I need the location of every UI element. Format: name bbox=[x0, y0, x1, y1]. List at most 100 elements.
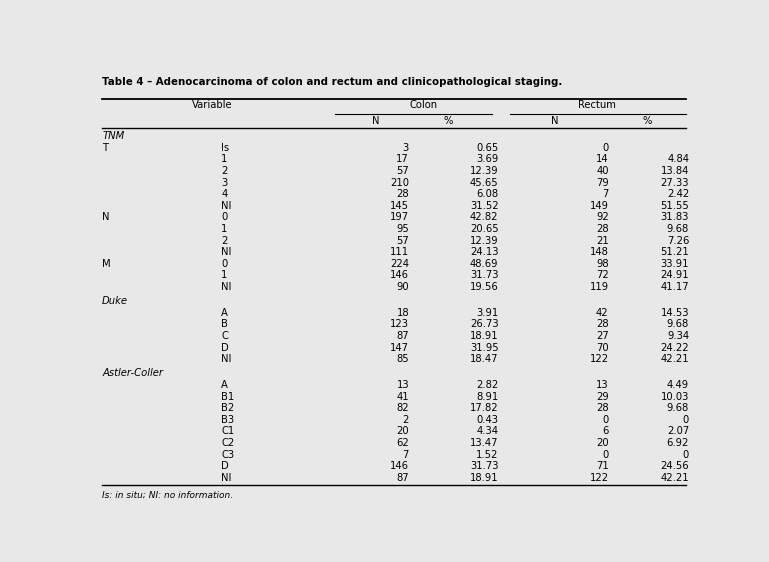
Text: 26.73: 26.73 bbox=[470, 319, 498, 329]
Text: 87: 87 bbox=[396, 331, 409, 341]
Text: 2.07: 2.07 bbox=[667, 427, 689, 437]
Text: Is: in situ; NI: no information.: Is: in situ; NI: no information. bbox=[102, 491, 233, 500]
Text: 0: 0 bbox=[602, 415, 609, 425]
Text: 4.84: 4.84 bbox=[667, 155, 689, 165]
Text: 9.68: 9.68 bbox=[667, 224, 689, 234]
Text: N: N bbox=[372, 116, 380, 126]
Text: 42: 42 bbox=[596, 308, 609, 318]
Text: 146: 146 bbox=[390, 461, 409, 471]
Text: 0: 0 bbox=[221, 212, 228, 223]
Text: C3: C3 bbox=[221, 450, 235, 460]
Text: NI: NI bbox=[221, 354, 231, 364]
Text: A: A bbox=[221, 380, 228, 390]
Text: 79: 79 bbox=[596, 178, 609, 188]
Text: 2: 2 bbox=[403, 415, 409, 425]
Text: B: B bbox=[221, 319, 228, 329]
Text: Variable: Variable bbox=[192, 101, 233, 110]
Text: 28: 28 bbox=[596, 224, 609, 234]
Text: 197: 197 bbox=[390, 212, 409, 223]
Text: 148: 148 bbox=[590, 247, 609, 257]
Text: C1: C1 bbox=[221, 427, 235, 437]
Text: 145: 145 bbox=[390, 201, 409, 211]
Text: A: A bbox=[221, 308, 228, 318]
Text: 7.26: 7.26 bbox=[667, 235, 689, 246]
Text: 3.69: 3.69 bbox=[476, 155, 498, 165]
Text: 3: 3 bbox=[221, 178, 228, 188]
Text: B2: B2 bbox=[221, 403, 235, 413]
Text: 31.73: 31.73 bbox=[470, 270, 498, 280]
Text: 0: 0 bbox=[602, 143, 609, 153]
Text: 24.91: 24.91 bbox=[661, 270, 689, 280]
Text: 90: 90 bbox=[396, 282, 409, 292]
Text: %: % bbox=[643, 116, 652, 126]
Text: Is: Is bbox=[221, 143, 229, 153]
Text: B3: B3 bbox=[221, 415, 235, 425]
Text: 9.68: 9.68 bbox=[667, 403, 689, 413]
Text: 119: 119 bbox=[590, 282, 609, 292]
Text: 28: 28 bbox=[596, 403, 609, 413]
Text: C2: C2 bbox=[221, 438, 235, 448]
Text: 45.65: 45.65 bbox=[470, 178, 498, 188]
Text: Astler-Coller: Astler-Coller bbox=[102, 369, 163, 378]
Text: 0: 0 bbox=[602, 450, 609, 460]
Text: D: D bbox=[221, 343, 229, 352]
Text: 1: 1 bbox=[221, 224, 228, 234]
Text: 98: 98 bbox=[596, 259, 609, 269]
Text: 19.56: 19.56 bbox=[470, 282, 498, 292]
Text: 7: 7 bbox=[403, 450, 409, 460]
Text: 2: 2 bbox=[221, 235, 228, 246]
Text: 18.91: 18.91 bbox=[470, 331, 498, 341]
Text: 14: 14 bbox=[596, 155, 609, 165]
Text: 8.91: 8.91 bbox=[476, 392, 498, 402]
Text: 0: 0 bbox=[221, 259, 228, 269]
Text: 4.34: 4.34 bbox=[477, 427, 498, 437]
Text: 3: 3 bbox=[403, 143, 409, 153]
Text: 48.69: 48.69 bbox=[470, 259, 498, 269]
Text: 41: 41 bbox=[396, 392, 409, 402]
Text: 27.33: 27.33 bbox=[661, 178, 689, 188]
Text: Rectum: Rectum bbox=[578, 101, 616, 110]
Text: Colon: Colon bbox=[410, 101, 438, 110]
Text: 31.83: 31.83 bbox=[661, 212, 689, 223]
Text: 17.82: 17.82 bbox=[470, 403, 498, 413]
Text: 13.47: 13.47 bbox=[470, 438, 498, 448]
Text: 13.84: 13.84 bbox=[661, 166, 689, 176]
Text: 70: 70 bbox=[596, 343, 609, 352]
Text: 3.91: 3.91 bbox=[476, 308, 498, 318]
Text: 146: 146 bbox=[390, 270, 409, 280]
Text: 27: 27 bbox=[596, 331, 609, 341]
Text: 42.21: 42.21 bbox=[661, 354, 689, 364]
Text: 0.65: 0.65 bbox=[476, 143, 498, 153]
Text: 9.68: 9.68 bbox=[667, 319, 689, 329]
Text: 28: 28 bbox=[596, 319, 609, 329]
Text: 2: 2 bbox=[221, 166, 228, 176]
Text: B1: B1 bbox=[221, 392, 235, 402]
Text: 6.92: 6.92 bbox=[667, 438, 689, 448]
Text: TNM: TNM bbox=[102, 132, 125, 141]
Text: 31.73: 31.73 bbox=[470, 461, 498, 471]
Text: 87: 87 bbox=[396, 473, 409, 483]
Text: M: M bbox=[102, 259, 111, 269]
Text: 20: 20 bbox=[396, 427, 409, 437]
Text: NI: NI bbox=[221, 201, 231, 211]
Text: 2.42: 2.42 bbox=[667, 189, 689, 200]
Text: 20: 20 bbox=[596, 438, 609, 448]
Text: N: N bbox=[102, 212, 110, 223]
Text: 31.52: 31.52 bbox=[470, 201, 498, 211]
Text: 31.95: 31.95 bbox=[470, 343, 498, 352]
Text: 42.82: 42.82 bbox=[470, 212, 498, 223]
Text: 2.82: 2.82 bbox=[476, 380, 498, 390]
Text: 13: 13 bbox=[596, 380, 609, 390]
Text: 12.39: 12.39 bbox=[470, 235, 498, 246]
Text: 18: 18 bbox=[396, 308, 409, 318]
Text: 1.52: 1.52 bbox=[476, 450, 498, 460]
Text: 12.39: 12.39 bbox=[470, 166, 498, 176]
Text: D: D bbox=[221, 461, 229, 471]
Text: N: N bbox=[551, 116, 559, 126]
Text: 18.47: 18.47 bbox=[470, 354, 498, 364]
Text: 82: 82 bbox=[396, 403, 409, 413]
Text: NI: NI bbox=[221, 247, 231, 257]
Text: T: T bbox=[102, 143, 108, 153]
Text: 1: 1 bbox=[221, 155, 228, 165]
Text: 33.91: 33.91 bbox=[661, 259, 689, 269]
